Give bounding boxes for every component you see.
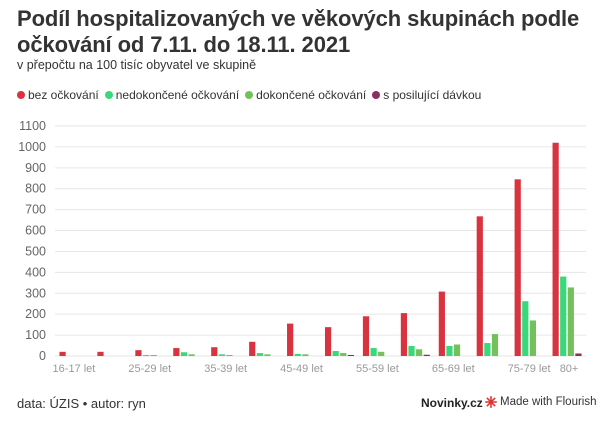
bar xyxy=(423,354,430,356)
bar xyxy=(150,355,157,356)
bar xyxy=(173,348,180,356)
brand-logo[interactable]: Novinky.cz xyxy=(421,396,483,410)
chart-legend: bez očkování nedokončené očkování dokončen… xyxy=(17,88,481,102)
bar xyxy=(97,351,104,356)
legend-dot-icon xyxy=(104,91,113,99)
bar xyxy=(211,347,218,356)
legend-label: nedokončené očkování xyxy=(115,88,240,102)
bar xyxy=(416,349,423,356)
legend-item[interactable]: s posilující dávkou xyxy=(372,88,481,102)
bar xyxy=(302,354,309,356)
bar xyxy=(400,313,408,356)
bar-chart: 0 100 200 300 400 500 600 700 800 900 1000 1100 16-1… xyxy=(18,119,586,375)
bar xyxy=(575,353,582,356)
bar xyxy=(514,179,521,356)
y-tick-label: 1000 xyxy=(18,140,46,154)
x-tick-label: 65-69 let xyxy=(432,363,475,375)
bar xyxy=(135,350,142,356)
bar xyxy=(226,355,233,356)
bar xyxy=(249,341,256,356)
bar xyxy=(408,345,415,356)
x-tick-label: 35-39 let xyxy=(204,363,247,375)
bar xyxy=(180,352,188,356)
y-tick-label: 1100 xyxy=(19,119,46,133)
legend-item[interactable]: dokončené očkování xyxy=(245,88,366,102)
legend-label: dokončené očkování xyxy=(256,88,367,102)
y-tick-label: 800 xyxy=(25,182,46,196)
bar xyxy=(491,334,499,356)
legend-dot-icon xyxy=(372,91,381,99)
legend-dot-icon xyxy=(245,91,254,99)
legend-label: s posilující dávkou xyxy=(383,88,482,102)
bar xyxy=(332,350,339,356)
chart-subtitle: v přepočtu na 100 tisíc obyvatel ve skup… xyxy=(17,58,257,72)
y-tick-label: 500 xyxy=(25,244,46,258)
bar xyxy=(188,354,195,356)
bar xyxy=(256,353,263,356)
x-tick-label: 55-59 let xyxy=(356,363,399,375)
legend-item[interactable]: bez očkování xyxy=(17,88,99,102)
x-tick-label: 16-17 let xyxy=(53,363,96,375)
x-tick-label: 25-29 let xyxy=(128,363,171,375)
bar xyxy=(218,354,225,356)
bar xyxy=(142,355,150,356)
flourish-label: Made with Flourish xyxy=(500,396,597,408)
bar xyxy=(484,343,491,356)
bar xyxy=(567,287,574,356)
legend-dot-icon xyxy=(17,91,25,99)
x-tick-label: 80+ xyxy=(560,363,579,375)
y-tick-label: 600 xyxy=(25,224,46,238)
bar xyxy=(370,348,377,356)
x-tick-label: 75-79 let xyxy=(508,363,551,375)
y-tick-label: 700 xyxy=(25,203,46,217)
bar xyxy=(340,353,347,356)
y-tick-label: 300 xyxy=(25,286,46,300)
bar xyxy=(294,353,301,356)
bar xyxy=(529,320,537,356)
y-tick-label: 200 xyxy=(25,307,46,321)
bar xyxy=(476,216,483,356)
bar xyxy=(59,351,66,356)
legend-item[interactable]: nedokončené očkování xyxy=(104,88,240,102)
bar xyxy=(446,345,453,356)
bar xyxy=(453,344,461,356)
bar xyxy=(264,354,271,356)
flourish-burst-icon xyxy=(485,396,497,408)
y-tick-label: 100 xyxy=(25,328,46,342)
chart-title: Podíl hospitalizovaných ve věkových skup… xyxy=(17,6,580,57)
x-tick-label: 45-49 let xyxy=(280,363,323,375)
bar xyxy=(522,301,529,356)
data-source: data: ÚZIS • autor: ryn xyxy=(17,396,146,411)
legend-label: bez očkování xyxy=(28,88,99,102)
bar xyxy=(552,142,559,356)
bar xyxy=(347,355,354,356)
bar xyxy=(438,291,445,356)
y-tick-label: 0 xyxy=(39,349,46,363)
y-tick-label: 900 xyxy=(25,161,46,175)
bar xyxy=(287,323,294,356)
y-tick-label: 400 xyxy=(25,265,46,279)
made-with-flourish-link[interactable]: Made with Flourish xyxy=(485,396,597,408)
bar xyxy=(378,351,385,356)
bar xyxy=(560,276,567,356)
bar xyxy=(362,316,370,356)
bar xyxy=(324,327,332,356)
